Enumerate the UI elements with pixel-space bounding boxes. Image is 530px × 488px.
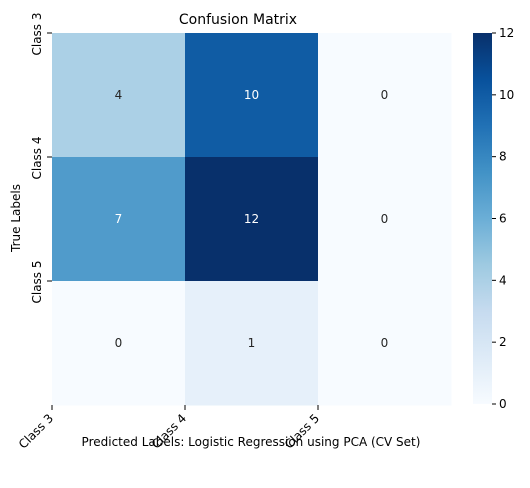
cell-value-label: 7: [115, 212, 123, 226]
colorbar-tick-label: 4: [499, 273, 507, 287]
heatmap-cell: [318, 33, 452, 158]
y-tick-label: Class 3: [30, 12, 44, 55]
heatmap-cell: [185, 281, 319, 406]
cell-value-label: 0: [115, 336, 123, 350]
colorbar-tick-label: 10: [499, 88, 514, 102]
colorbar-tick-label: 12: [499, 26, 514, 40]
x-tick-label: Class 3: [16, 411, 56, 451]
colorbar-tick-label: 8: [499, 150, 507, 164]
y-axis-label: True Labels: [9, 184, 23, 253]
heatmap-cell: [52, 281, 186, 406]
cell-value-label: 4: [115, 88, 123, 102]
heatmap-cell: [318, 281, 452, 406]
y-axis: Class 3 Class 4 Class 5: [30, 12, 52, 304]
colorbar-tick-label: 2: [499, 335, 507, 349]
heatmap-cells: [52, 33, 452, 406]
colorbar-tick-label: 0: [499, 397, 507, 411]
heatmap-cell: [318, 157, 452, 282]
cell-value-label: 1: [248, 336, 256, 350]
heatmap-cell: [52, 33, 186, 158]
colorbar: [473, 33, 492, 404]
heatmap-cell-labels: 4 10 07 12 00 1 0: [115, 88, 389, 350]
cell-value-label: 12: [244, 212, 259, 226]
cell-value-label: 0: [381, 336, 389, 350]
cell-value-label: 0: [381, 212, 389, 226]
cell-value-label: 0: [381, 88, 389, 102]
chart-title: Confusion Matrix: [179, 12, 297, 28]
heatmap-cell: [52, 157, 186, 282]
heatmap-cell: [185, 33, 319, 158]
y-tick-label: Class 5: [30, 260, 44, 303]
colorbar-ticks: 0 2 4 6 8 10 12: [492, 26, 514, 411]
heatmap-cell: [185, 157, 319, 282]
y-tick-label: Class 4: [30, 136, 44, 179]
colorbar-tick-label: 6: [499, 212, 507, 226]
x-axis-label: Predicted Labels: Logistic Regression us…: [82, 435, 421, 449]
cell-value-label: 10: [244, 88, 259, 102]
